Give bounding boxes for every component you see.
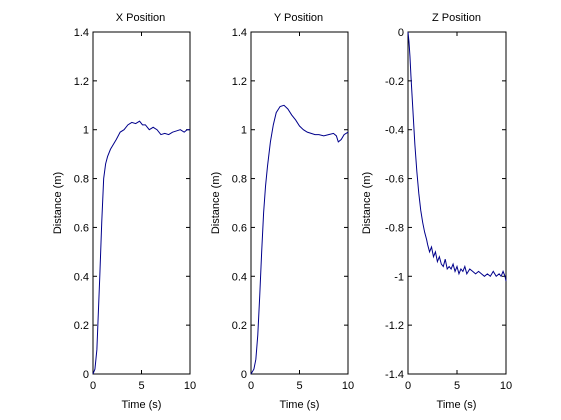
x-tick-label: 10 — [184, 380, 196, 392]
series-group — [407, 31, 507, 282]
y-axis-label: Distance (m) — [361, 172, 373, 234]
x-axis-ticks: 0 5 10 — [90, 32, 196, 392]
plot-area-frame — [92, 31, 191, 375]
plot-area-frame — [407, 31, 507, 375]
y-tick-label: 1.2 — [74, 76, 89, 88]
y-axis-ticks: 0 0.2 0.4 0.6 0.8 1 1.2 1.4 — [74, 27, 190, 381]
y-tick-label: 1 — [241, 125, 247, 137]
y-tick-label: -1.2 — [385, 320, 404, 332]
y-tick-label: 0.6 — [74, 222, 89, 234]
x-tick-label: 5 — [296, 380, 302, 392]
x-axis-label: Time (s) — [437, 399, 477, 411]
y-tick-label: 0 — [241, 369, 247, 381]
y-tick-label: 1.4 — [232, 27, 247, 39]
series-line-0 — [250, 104, 349, 375]
series-line-0 — [92, 120, 190, 375]
y-tick-label: 0.8 — [232, 174, 247, 186]
x-tick-label: 0 — [90, 380, 96, 392]
x-tick-label: 10 — [342, 380, 354, 392]
y-tick-label: 0 — [83, 369, 89, 381]
y-tick-label: -0.4 — [385, 125, 404, 137]
subplot-x-position: X Position 0 0.2 0.4 0.6 0.8 1 1.2 1.4 0 5 10 Tim… — [52, 12, 196, 411]
y-tick-label: -1 — [394, 271, 404, 283]
subplot-z-position: Z Position -1.4 -1.2 -1 -0.8 -0.6 -0.4 -0.2 0 0… — [361, 12, 512, 411]
y-tick-label: 0.8 — [74, 174, 89, 186]
y-tick-label: 1 — [83, 125, 89, 137]
y-tick-label: 0.2 — [74, 320, 89, 332]
y-axis-ticks: -1.4 -1.2 -1 -0.8 -0.6 -0.4 -0.2 0 — [385, 27, 506, 381]
series-group — [250, 104, 349, 375]
y-axis-label: Distance (m) — [210, 172, 222, 234]
y-tick-label: 1.4 — [74, 27, 89, 39]
plot-area-frame — [250, 31, 349, 375]
y-axis-label: Distance (m) — [52, 172, 64, 234]
y-tick-label: 0.4 — [232, 271, 247, 283]
x-tick-label: 5 — [454, 380, 460, 392]
x-tick-label: 10 — [500, 380, 512, 392]
x-axis-label: Time (s) — [122, 399, 162, 411]
y-tick-label: -1.4 — [385, 369, 404, 381]
subplot-y-position: Y Position 0 0.2 0.4 0.6 0.8 1 1.2 1.4 0 5 10 Tim… — [210, 12, 354, 411]
chart-title: X Position — [116, 12, 166, 24]
y-tick-label: -0.8 — [385, 222, 404, 234]
y-tick-label: 0.2 — [232, 320, 247, 332]
series-group — [92, 120, 190, 375]
y-tick-label: 1.2 — [232, 76, 247, 88]
y-tick-label: 0.6 — [232, 222, 247, 234]
x-axis-ticks: 0 5 10 — [248, 32, 354, 392]
chart-title: Z Position — [432, 12, 481, 24]
chart-title: Y Position — [274, 12, 323, 24]
y-tick-label: 0 — [398, 27, 404, 39]
y-tick-label: -0.6 — [385, 174, 404, 186]
x-tick-label: 0 — [405, 380, 411, 392]
y-tick-label: 0.4 — [74, 271, 89, 283]
x-tick-label: 5 — [138, 380, 144, 392]
x-tick-label: 0 — [248, 380, 254, 392]
x-axis-label: Time (s) — [280, 399, 320, 411]
y-axis-ticks: 0 0.2 0.4 0.6 0.8 1 1.2 1.4 — [232, 27, 348, 381]
y-tick-label: -0.2 — [385, 76, 404, 88]
series-line-0 — [407, 31, 507, 282]
